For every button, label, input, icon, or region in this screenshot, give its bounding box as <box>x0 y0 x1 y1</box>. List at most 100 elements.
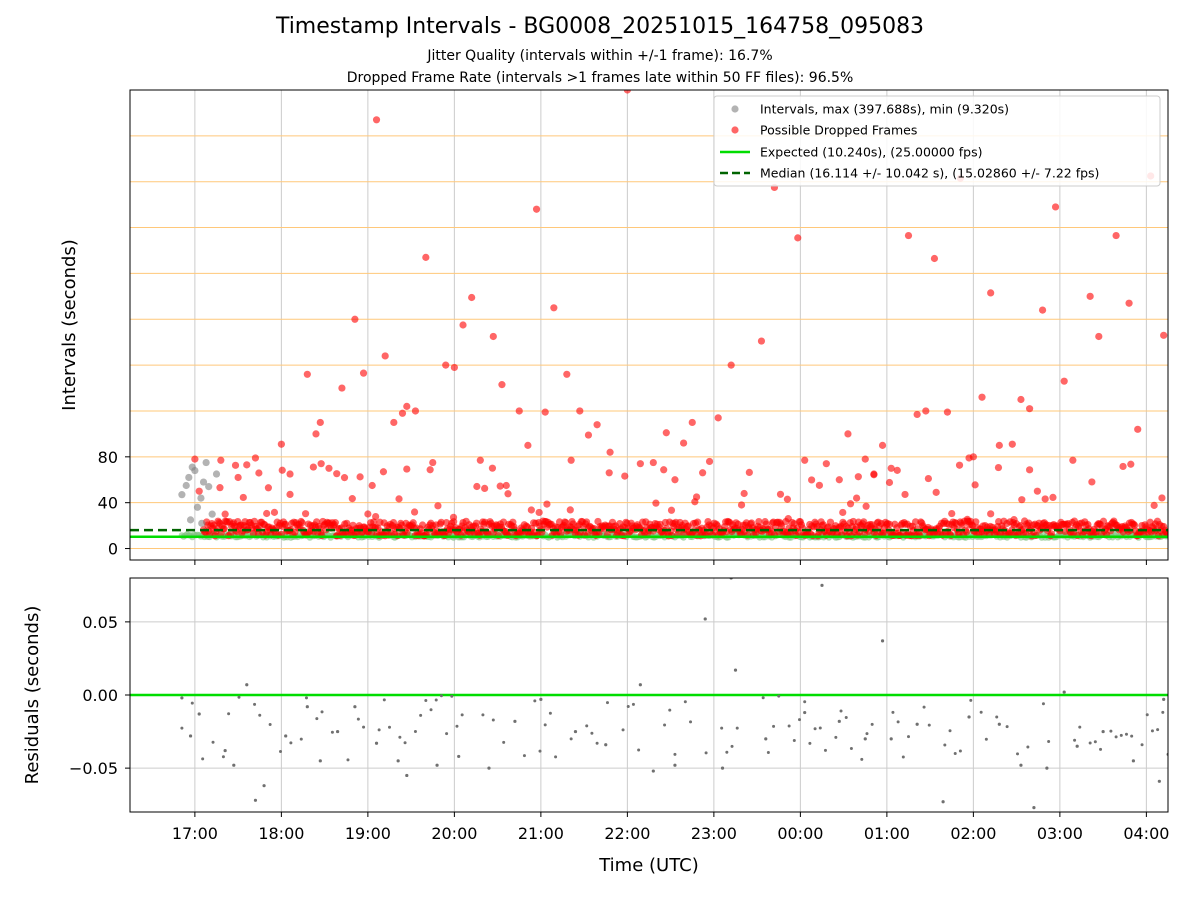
residual-point <box>860 757 864 761</box>
dropped-frame-point <box>1160 331 1168 339</box>
dropped-frame-point <box>398 409 407 417</box>
dropped-frame-point <box>351 315 359 323</box>
residual-point <box>253 702 257 706</box>
residual-point <box>1041 702 1045 706</box>
dropped-frame-point <box>727 361 735 369</box>
residual-point <box>730 744 734 748</box>
dropped-frame-point <box>680 439 688 447</box>
dropped-frame-point <box>263 509 271 518</box>
residual-point <box>803 710 807 715</box>
residual-point <box>190 701 194 705</box>
dropped-frame-point <box>776 490 785 498</box>
residual-point <box>813 727 817 731</box>
residual-point <box>573 729 578 734</box>
dropped-frame-point <box>699 469 707 477</box>
residual-point <box>382 698 386 702</box>
dropped-frame-point <box>904 231 913 240</box>
dropped-frame-point <box>576 407 584 415</box>
residual-point <box>336 729 340 734</box>
xtick-label: 18:00 <box>258 824 304 843</box>
residual-point <box>837 719 841 723</box>
dropped-frame-point <box>243 461 251 469</box>
residual-point <box>844 715 848 719</box>
top-axes-frame <box>129 89 1169 561</box>
residual-point <box>1131 759 1135 763</box>
dropped-frame-point <box>403 402 411 410</box>
legend-entry: Expected (10.240s), (25.00000 fps) <box>760 145 982 160</box>
dropped-frame-point <box>879 529 888 537</box>
dropped-frame-point <box>234 473 242 482</box>
dropped-frame-point <box>543 500 551 508</box>
residual-point <box>180 696 184 700</box>
residual-point <box>927 723 931 727</box>
residual-point <box>896 720 900 724</box>
residual-point <box>513 719 517 723</box>
residual-point <box>289 741 293 745</box>
residual-point <box>377 728 381 732</box>
dropped-frame-point <box>532 205 541 213</box>
dropped-frame-point <box>489 332 497 341</box>
dropped-frame-point <box>861 455 869 463</box>
residual-point <box>725 750 729 754</box>
residual-point <box>538 749 542 753</box>
dropped-frame-point <box>1150 501 1158 509</box>
residual-point <box>253 798 258 802</box>
chart-title: Timestamp Intervals - BG0008_20251015_16… <box>275 14 925 39</box>
interval-point <box>205 483 213 491</box>
dropped-frame-point <box>316 418 324 427</box>
residual-point <box>279 750 283 754</box>
dropped-frame-point <box>481 484 489 493</box>
legend-entry: Intervals, max (397.688s), min (9.320s) <box>760 102 1009 117</box>
xtick-label: 02:00 <box>950 824 996 843</box>
interval-point <box>199 478 208 486</box>
residual-point <box>863 737 867 741</box>
residual-point <box>353 705 357 709</box>
residual-point <box>491 718 495 722</box>
dropped-frame-point <box>1112 231 1120 240</box>
dropped-frame-point <box>994 463 1003 472</box>
dropped-frame-point <box>1088 478 1096 486</box>
dropped-frame-point <box>449 513 458 521</box>
residual-point <box>969 698 973 702</box>
dropped-frame-point <box>403 465 411 473</box>
dropped-frame-point <box>281 520 290 528</box>
dropped-frame-point <box>878 441 887 449</box>
dropped-frame-point <box>410 508 419 516</box>
residual-point <box>995 715 999 719</box>
residual-point <box>1157 779 1161 783</box>
residual-point <box>1162 697 1166 701</box>
residual-point <box>554 755 558 759</box>
dropped-frame-point <box>987 510 995 518</box>
dropped-frame-point <box>839 508 847 517</box>
dropped-frame-point <box>893 466 901 474</box>
dropped-frame-point <box>1164 529 1168 537</box>
residual-point <box>668 708 672 712</box>
residual-point <box>388 725 391 729</box>
dropped-frame-point <box>844 430 852 438</box>
dropped-frame-point <box>1038 306 1047 314</box>
residual-point <box>638 683 642 687</box>
residual-point <box>766 750 770 754</box>
dropped-frame-point <box>381 352 389 360</box>
dropped-frame-point <box>667 506 676 514</box>
dropped-frame-point <box>550 304 558 312</box>
residual-point <box>941 800 945 804</box>
residual-point <box>849 746 853 750</box>
residual-point <box>374 741 379 745</box>
interval-point <box>202 458 210 467</box>
dropped-frame-subtitle: Dropped Frame Rate (intervals >1 frames … <box>346 70 854 86</box>
dropped-frame-point <box>255 469 263 477</box>
residual-point <box>435 763 439 767</box>
dropped-frame-point <box>784 515 792 523</box>
dropped-frame-point <box>692 493 701 501</box>
dropped-frame-point <box>191 455 199 463</box>
dropped-frame-point <box>1119 462 1127 471</box>
dropped-frame-point <box>450 363 458 372</box>
residual-point <box>405 773 409 778</box>
dropped-frame-point <box>1026 405 1034 413</box>
interval-point <box>198 519 206 527</box>
residual-point <box>320 710 324 714</box>
residual-point <box>1109 729 1113 733</box>
residual-point <box>1047 739 1051 743</box>
bottom-ytick-label: 0.05 <box>82 613 118 632</box>
